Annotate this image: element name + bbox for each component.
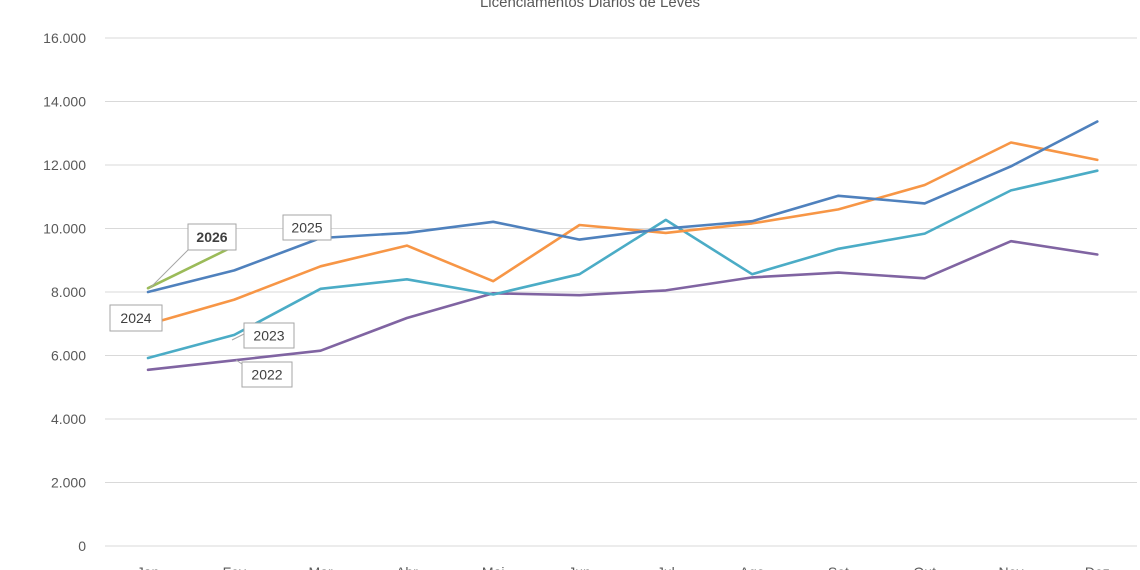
series-label-2023: 2023	[253, 328, 284, 344]
x-axis-ticks: Jan Fev Mar Abr Mai Jun Jul Ago Set Out Nov Dez	[137, 564, 1110, 570]
series-label-2026: 2026	[196, 229, 227, 245]
label-leader-2022	[235, 359, 243, 365]
series-label-2022: 2022	[251, 367, 282, 383]
x-tick-label: Out	[913, 564, 936, 570]
x-tick-label: Abr	[396, 564, 418, 570]
x-tick-label: Nov	[999, 564, 1024, 570]
series-label-2025: 2025	[291, 220, 322, 236]
x-tick-label: Mar	[309, 564, 333, 570]
series-lines	[146, 120, 1099, 372]
y-tick-label: 14.000	[43, 94, 86, 110]
x-tick-label: Jun	[568, 564, 591, 570]
series-line-2023	[146, 169, 1099, 360]
x-tick-label: Mai	[482, 564, 505, 570]
y-tick-label: 12.000	[43, 157, 86, 173]
y-axis-ticks: 0 2.000 4.000 6.000 8.000 10.000 12.000 14.000 1…	[43, 30, 86, 554]
label-leader-2026	[149, 247, 191, 289]
y-tick-label: 0	[78, 538, 86, 554]
series-line-2025	[146, 120, 1099, 294]
label-box-2026	[187, 223, 237, 251]
x-tick-label: Set	[828, 564, 849, 570]
label-box-2022	[241, 361, 293, 388]
x-tick-label: Dez	[1085, 564, 1110, 570]
label-leader-2023	[231, 333, 245, 341]
x-tick-label: Fev	[223, 564, 246, 570]
chart-title: Licenciamentos Diários de Leves	[480, 0, 700, 11]
series-label-2024: 2024	[120, 310, 151, 326]
label-box-2023	[243, 322, 295, 349]
series-line-2022	[146, 239, 1099, 372]
x-tick-label: Jul	[657, 564, 675, 570]
y-tick-label: 6.000	[51, 348, 86, 364]
y-tick-label: 16.000	[43, 30, 86, 46]
y-tick-label: 4.000	[51, 411, 86, 427]
y-tick-label: 2.000	[51, 475, 86, 491]
label-box-2025	[282, 214, 332, 241]
series-labels: 2026 2025 2024 2023 2022	[109, 214, 332, 388]
series-line-2024	[146, 141, 1099, 326]
series-line-2026	[146, 244, 236, 290]
label-box-2024	[109, 304, 163, 332]
y-tick-label: 8.000	[51, 284, 86, 300]
x-tick-label: Jan	[137, 564, 160, 570]
x-tick-label: Ago	[740, 564, 765, 570]
y-tick-label: 10.000	[43, 221, 86, 237]
